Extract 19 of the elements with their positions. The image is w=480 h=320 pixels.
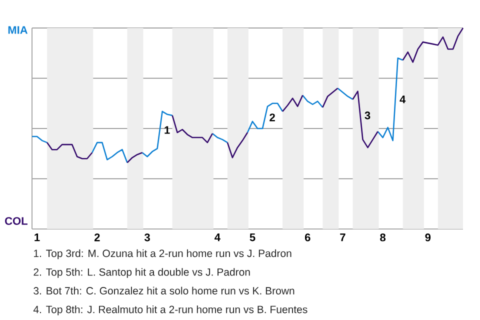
text: MIA	[8, 26, 28, 34]
x-tick-label: 7	[340, 234, 346, 242]
x-tick-label: 6	[304, 234, 310, 242]
x-tick-label: 5	[250, 234, 256, 242]
text: COL	[5, 217, 28, 225]
text: 4. Top 8th: J. Realmuto hit a 2-run home run vs B. Fuentes	[33, 305, 308, 316]
x-tick-label: 3	[144, 234, 150, 242]
x-tick-label: 1	[34, 234, 40, 242]
x-tick-label: 8	[380, 234, 386, 242]
annotation: 2	[270, 114, 275, 122]
x-tick-label: 9	[425, 234, 431, 242]
x-tick-label: 4	[214, 234, 220, 242]
x-tick-label: 2	[94, 234, 100, 242]
annotation: 1	[164, 126, 170, 134]
text: 1. Top 3rd: M. Ozuna hit a 2-run home run vs J. Padron	[34, 249, 292, 260]
text: 2. Top 5th: L. Santop hit a double vs J. Padron	[34, 268, 250, 278]
annotation: 4	[400, 96, 406, 104]
annotation: 3	[364, 112, 370, 120]
text: 3. Bot 7th: C. Gonzalez hit a solo home run vs K. Brown	[34, 286, 294, 294]
